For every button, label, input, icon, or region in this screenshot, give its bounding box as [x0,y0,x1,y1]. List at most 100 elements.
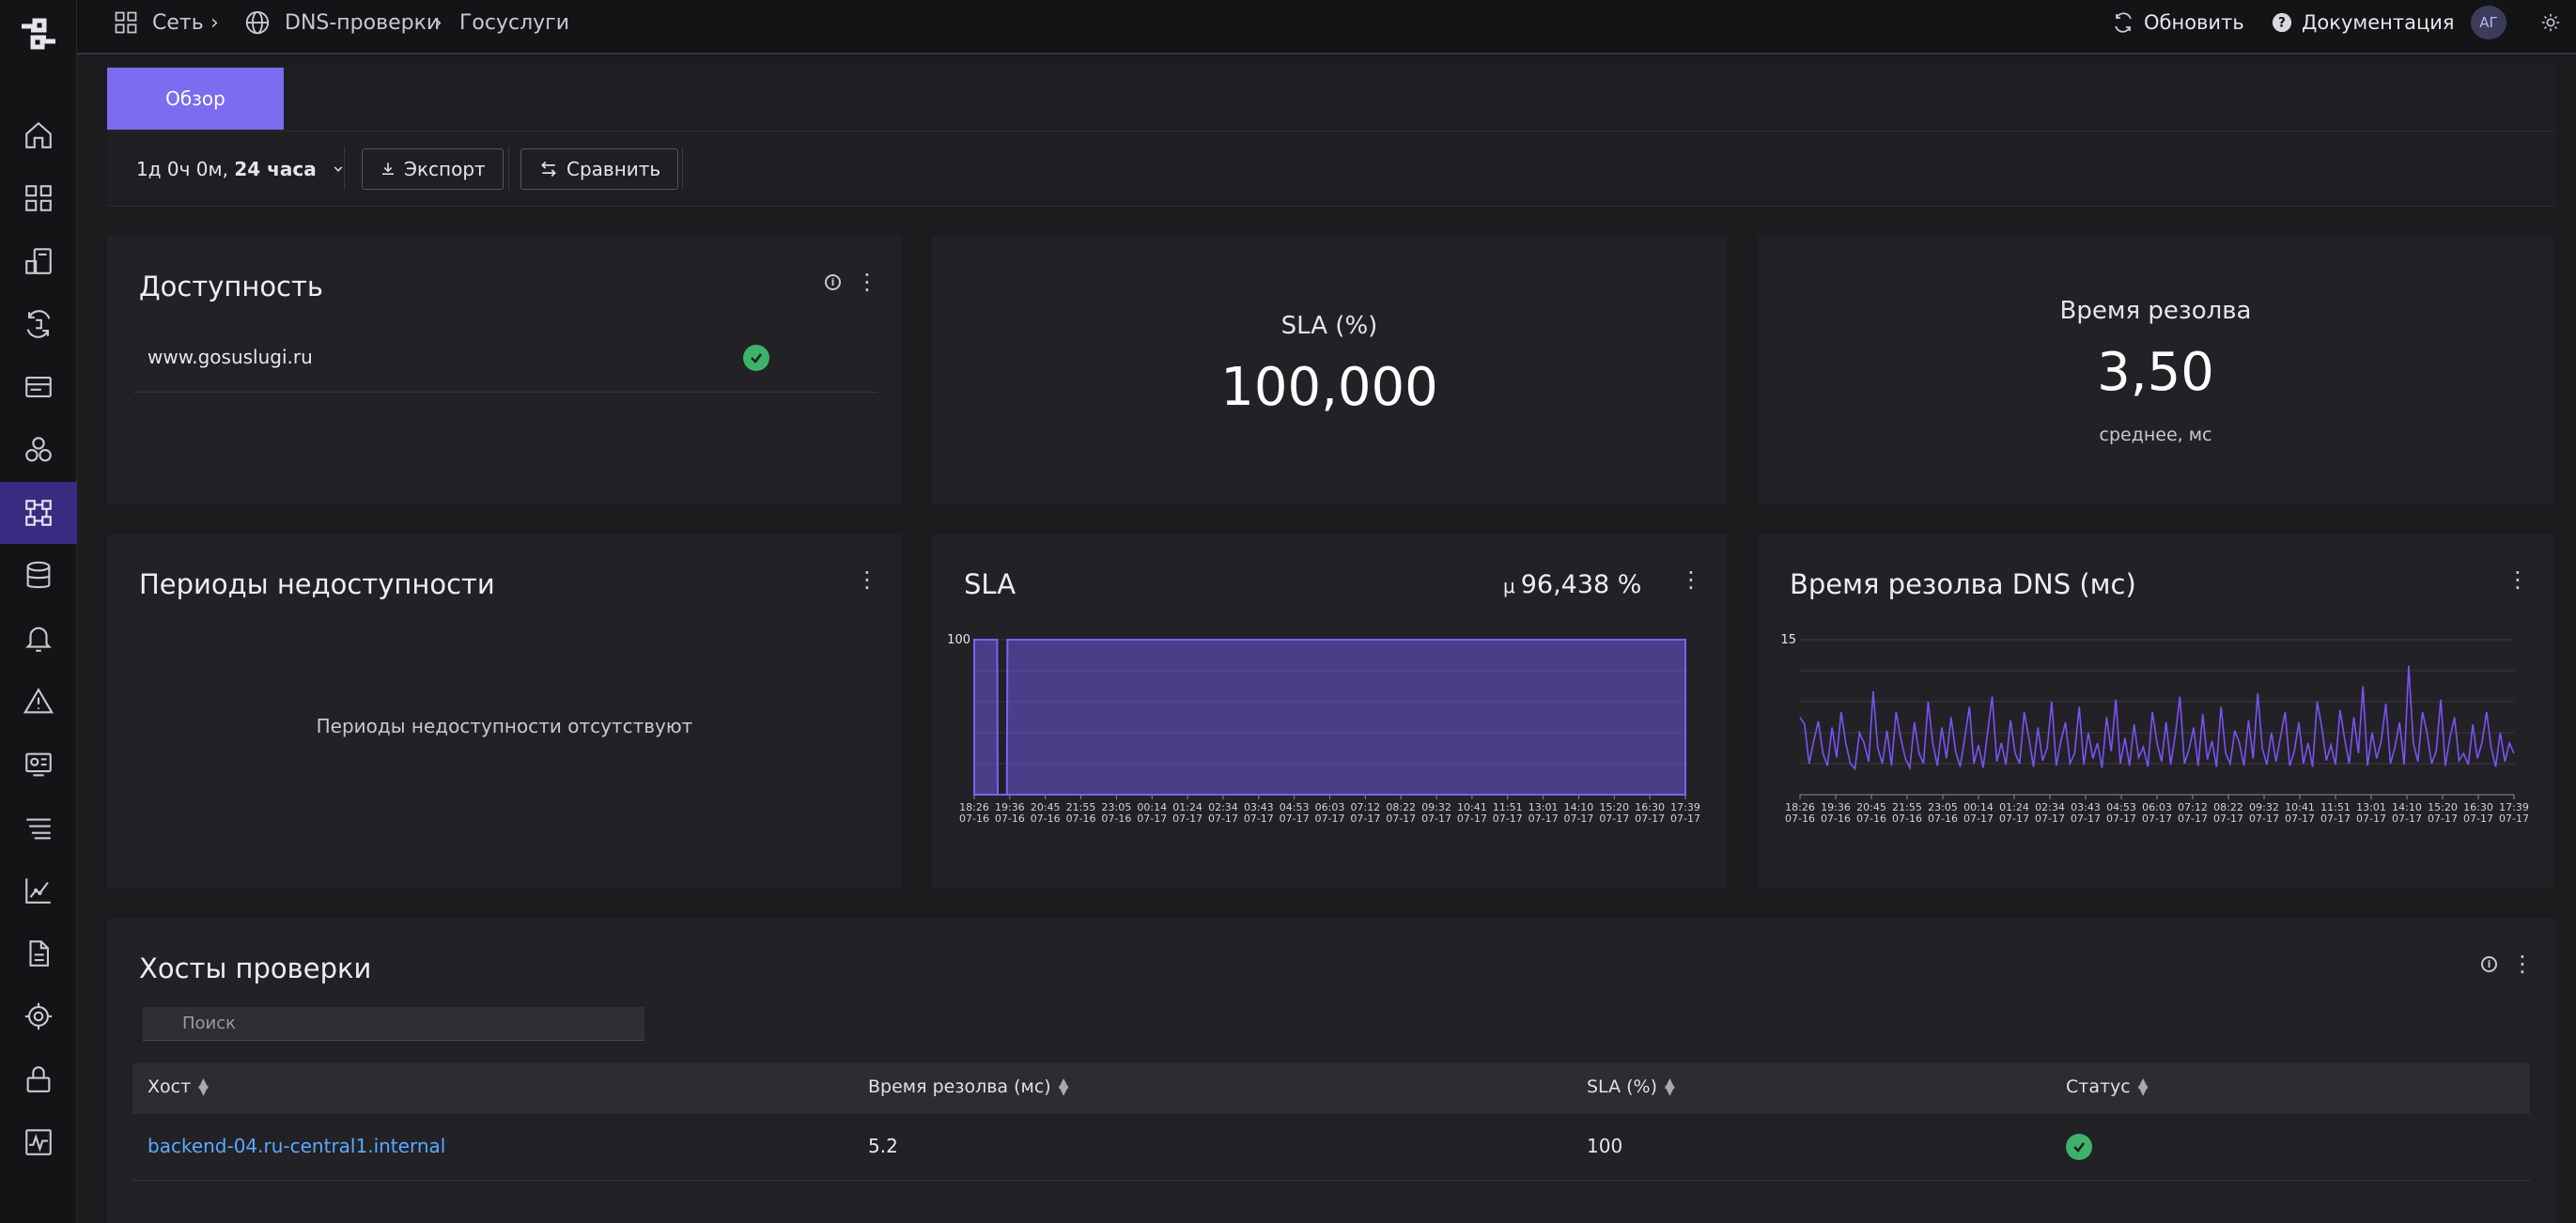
resolve-time-cell: 5.2 [868,1135,898,1157]
x-tick-label: 17:39 [1670,801,1700,813]
x-tick-label: 11:51 [2320,801,2351,813]
theme-toggle-button[interactable] [2540,0,2570,45]
y-tick-label: 100 [947,633,970,647]
status-ok-icon [743,345,769,371]
info-icon[interactable]: i [2481,956,2497,972]
nav-bell-icon[interactable] [0,608,77,670]
availability-card: Доступность i ⋮ www.gosuslugi.ru [107,237,902,503]
breadcrumb-network[interactable]: Сеть [113,0,204,45]
x-tick-label: 13:01 [2356,801,2386,813]
nav-activity-icon[interactable] [0,1111,77,1173]
sla-label: SLA (%) [1280,312,1378,340]
x-tick-label: 07-17 [1563,813,1593,825]
nav-monitoring-icon[interactable] [0,734,77,796]
x-tick-label: 07-17 [2320,813,2351,825]
nav-warning-icon[interactable] [0,671,77,733]
x-tick-label: 00:14 [1137,801,1167,813]
nav-server-list-icon[interactable] [0,356,77,418]
chevron-down-icon: › [328,165,351,173]
nav-integrations-icon[interactable] [0,985,77,1047]
globe-icon [245,10,270,35]
column-header-sla[interactable]: SLA (%) ▲ ▼ [1587,1076,1675,1097]
compare-label: Сравнить [566,158,661,180]
x-tick-label: 07:12 [1350,801,1380,813]
resolve-label: Время резолва [2059,297,2252,325]
divider [344,147,345,190]
nav-stack-icon[interactable] [0,797,77,859]
x-tick-label: 15:20 [1599,801,1629,813]
more-menu-icon[interactable]: ⋮ [1680,566,1702,593]
host-link[interactable]: backend-04.ru-central1.internal [147,1135,446,1157]
x-tick-label: 09:32 [1421,801,1451,813]
column-header-host[interactable]: Хост ▲ ▼ [147,1076,209,1097]
nav-home-icon[interactable] [0,104,77,166]
resolve-time-series-line [1799,665,2515,771]
breadcrumb-current-label: Госуслуги [459,10,570,35]
x-tick-label: 07-16 [995,813,1025,825]
x-tick-label: 07-17 [1635,813,1665,825]
nav-lock-icon[interactable] [0,1048,77,1110]
nav-database-icon[interactable] [0,545,77,607]
x-tick-label: 07-16 [1785,813,1815,825]
export-label: Экспорт [404,158,486,180]
more-menu-icon[interactable]: ⋮ [2506,566,2529,593]
x-tick-label: 11:51 [1493,801,1523,813]
more-menu-icon[interactable]: ⋮ [2511,951,2534,977]
column-header-label: Статус [2066,1076,2131,1097]
chevron-right-icon: › [210,11,219,35]
sla-chart: 10018:2607-1619:3607-1620:4507-1621:5507… [947,633,1700,825]
more-menu-icon[interactable]: ⋮ [856,566,878,593]
sla-cell: 100 [1587,1135,1623,1157]
dns-chart-title: Время резолва DNS (мс) [1790,568,2136,600]
downtime-title: Периоды недоступности [139,568,495,600]
documentation-label: Документация [2302,11,2455,34]
nav-document-icon[interactable] [0,922,77,984]
toolbar [107,132,2555,207]
export-button[interactable]: Экспорт [362,148,504,190]
nav-cluster-icon[interactable] [0,419,77,481]
refresh-button[interactable]: Обновить [2112,0,2244,45]
sort-icon: ▲ ▼ [2137,1075,2149,1098]
resolve-time-summary-card: Время резолва 3,50 среднее, мс [1758,237,2553,503]
x-tick-label: 07-17 [1350,813,1380,825]
divider [508,147,509,190]
column-header-resolve-time[interactable]: Время резолва (мс) ▲ ▼ [868,1076,1068,1097]
nav-sync-icon[interactable] [0,293,77,355]
search-input[interactable] [143,1007,644,1041]
documentation-button[interactable]: ? Документация [2272,0,2455,45]
sla-chart-card: SLA μ 96,438 % ⋮ 100 18:26 07-16 19:36 07-16 2… [932,534,1727,888]
x-tick-label: 07-17 [1280,813,1310,825]
x-tick-label: 02:34 [2035,801,2065,813]
tab-overview[interactable]: Обзор [107,68,284,130]
logo-icon[interactable] [13,13,64,54]
x-tick-label: 08:22 [1386,801,1416,813]
x-tick-label: 07-17 [2285,813,2315,825]
sun-icon [2541,13,2560,32]
nav-devices-icon[interactable] [0,230,77,292]
x-tick-label: 07-16 [1856,813,1886,825]
more-menu-icon[interactable]: ⋮ [856,269,878,295]
nav-chart-icon[interactable] [0,859,77,921]
x-tick-label: 00:14 [1963,801,1994,813]
x-tick-label: 14:10 [2392,801,2422,813]
time-range-selector[interactable]: 1д 0ч 0м, 24 часа › [136,158,350,180]
info-icon[interactable]: i [825,274,841,290]
x-tick-label: 08:22 [2213,801,2243,813]
x-tick-label: 16:30 [1635,801,1665,813]
x-tick-label: 07-17 [2178,813,2208,825]
breadcrumb-dns-checks[interactable]: DNS-проверки [243,0,440,45]
x-tick-label: 07-17 [1493,813,1523,825]
x-tick-label: 07-17 [1670,813,1700,825]
x-tick-label: 07-17 [1599,813,1629,825]
x-tick-label: 06:03 [2142,801,2172,813]
column-header-status[interactable]: Статус ▲ ▼ [2066,1076,2149,1097]
compare-button[interactable]: Сравнить [520,148,679,190]
nav-dashboard-grid-icon[interactable] [0,167,77,229]
x-tick-label: 07-16 [1066,813,1096,825]
time-range-value: 24 часа [234,158,317,180]
y-tick-label: 15 [1780,633,1796,647]
nav-network-grid-icon[interactable] [0,482,77,544]
avatar[interactable]: АГ [2471,6,2506,39]
x-tick-label: 07-17 [2249,813,2279,825]
x-tick-label: 15:20 [2428,801,2458,813]
